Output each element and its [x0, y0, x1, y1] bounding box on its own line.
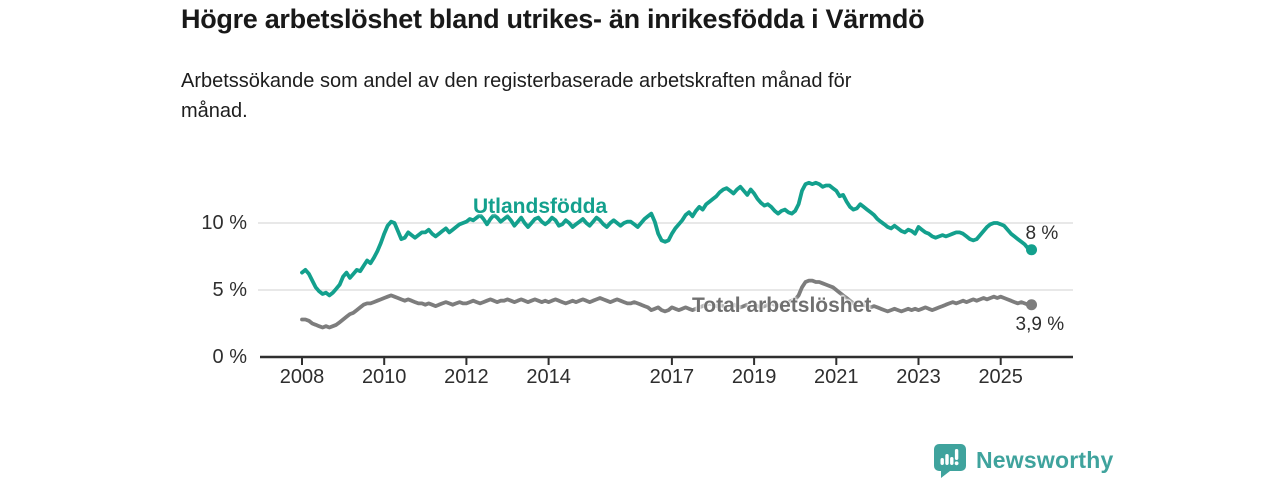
- x-tick-label: 2023: [896, 366, 941, 388]
- x-tick-label: 2017: [649, 366, 695, 388]
- total-series-label: Total arbetslöshet: [692, 294, 872, 317]
- total-end-value: 3,9 %: [1015, 313, 1065, 335]
- x-tick-label: 2021: [814, 366, 859, 388]
- x-tick-label: 2012: [444, 366, 489, 388]
- newsworthy-logo: Newsworthy: [933, 443, 1113, 478]
- y-tick-label: 10 %: [201, 212, 247, 234]
- utlandsfodda-end-dot: [1026, 244, 1038, 256]
- x-tick-label: 2010: [361, 366, 407, 388]
- x-tick-label: 2019: [731, 366, 777, 388]
- total-end-dot: [1026, 299, 1038, 311]
- utlandsfodda-series-label: Utlandsfödda: [473, 195, 608, 218]
- bar-chart-glyph: [940, 449, 959, 466]
- y-tick-label: 5 %: [212, 279, 247, 301]
- x-axis-tick-marks: [301, 357, 1002, 365]
- y-tick-label: 0 %: [212, 346, 247, 368]
- utlandsfodda-line: [300, 180, 1034, 298]
- chart-subtitle: Arbetssökande som andel av den registerb…: [181, 70, 852, 122]
- x-tick-label: 2008: [279, 366, 325, 388]
- chart-title: Högre arbetslöshet bland utrikes- än inr…: [181, 4, 925, 34]
- newsworthy-logo-icon: [934, 444, 966, 478]
- x-tick-label: 2025: [978, 366, 1023, 388]
- total-arbetsloshet-line: [300, 278, 1034, 330]
- x-tick-label: 2014: [526, 366, 571, 388]
- utlandsfodda-end-value: 8 %: [1025, 222, 1059, 244]
- newsworthy-logo-text: Newsworthy: [976, 447, 1114, 473]
